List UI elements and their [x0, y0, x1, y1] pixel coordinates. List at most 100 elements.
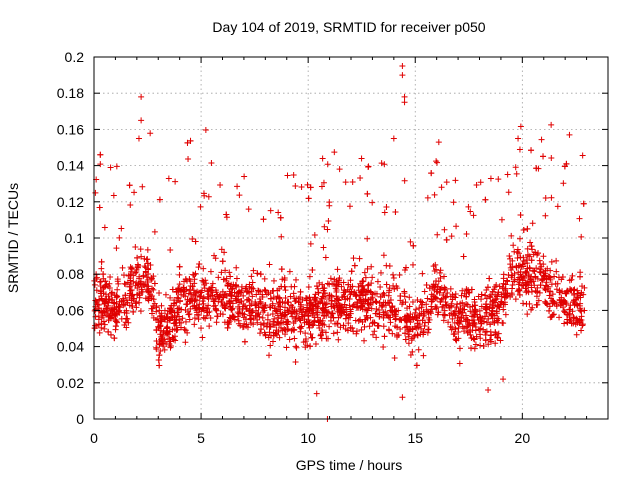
data-point: [324, 226, 331, 233]
data-point: [467, 208, 474, 215]
data-point: [564, 319, 571, 326]
data-point: [209, 280, 216, 287]
data-point: [284, 307, 291, 314]
data-point: [524, 245, 531, 252]
data-point: [557, 289, 564, 296]
data-point: [353, 304, 360, 311]
data-point: [187, 287, 194, 294]
data-point: [101, 321, 108, 328]
data-point: [306, 306, 313, 313]
data-point: [483, 309, 490, 316]
y-tick-label: 0.12: [57, 194, 84, 210]
data-point: [185, 155, 192, 162]
data-point: [303, 295, 310, 302]
data-point: [261, 275, 268, 282]
data-point: [383, 281, 390, 288]
data-point: [312, 294, 319, 301]
data-point: [383, 203, 390, 210]
data-point: [346, 203, 353, 210]
data-point: [322, 304, 329, 311]
data-point: [452, 325, 459, 332]
data-point: [143, 274, 150, 281]
data-point: [218, 298, 225, 305]
data-point: [122, 319, 129, 326]
data-point: [127, 264, 134, 271]
data-point: [367, 314, 374, 321]
data-point: [579, 321, 586, 328]
data-point: [394, 285, 401, 292]
data-point: [420, 352, 427, 359]
data-point: [505, 189, 512, 196]
data-point: [478, 291, 485, 298]
data-point: [201, 285, 208, 292]
data-point: [373, 310, 380, 317]
data-point: [433, 158, 440, 165]
data-point: [441, 286, 448, 293]
data-point: [546, 292, 553, 299]
data-point: [392, 308, 399, 315]
data-point: [296, 324, 303, 331]
data-point: [314, 309, 321, 316]
y-axis-label: SRMTID / TECUs: [5, 183, 21, 293]
data-point: [397, 292, 404, 299]
data-point: [350, 328, 357, 335]
data-point: [204, 293, 211, 300]
data-point: [194, 288, 201, 295]
data-point: [344, 327, 351, 334]
data-point: [578, 289, 585, 296]
data-point: [478, 303, 485, 310]
data-point: [513, 263, 520, 270]
y-tick-label: 0.2: [65, 49, 85, 65]
data-point: [453, 337, 460, 344]
data-point: [476, 307, 483, 314]
data-point: [472, 341, 479, 348]
data-point: [493, 308, 500, 315]
data-point: [229, 285, 236, 292]
data-point: [450, 199, 457, 206]
data-point: [260, 320, 267, 327]
data-point: [286, 336, 293, 343]
data-point: [186, 276, 193, 283]
data-point: [336, 302, 343, 309]
data-point: [523, 268, 530, 275]
data-point: [574, 287, 581, 294]
data-point: [167, 305, 174, 312]
data-point: [347, 314, 354, 321]
data-point: [563, 300, 570, 307]
data-point: [259, 314, 266, 321]
data-point: [197, 289, 204, 296]
data-point: [260, 305, 267, 312]
data-point: [540, 153, 547, 160]
data-point: [226, 269, 233, 276]
data-point: [425, 314, 432, 321]
data-point: [342, 315, 349, 322]
data-point: [200, 265, 207, 272]
data-point: [341, 301, 348, 308]
data-point: [571, 292, 578, 299]
data-point: [380, 323, 387, 330]
data-point: [293, 344, 300, 351]
data-point: [515, 269, 522, 276]
data-point: [421, 323, 428, 330]
data-point: [130, 308, 137, 315]
data-point: [358, 326, 365, 333]
data-point: [437, 267, 444, 274]
data-point: [548, 313, 555, 320]
data-point: [275, 209, 282, 216]
data-point: [136, 292, 143, 299]
data-point: [153, 344, 160, 351]
data-point: [224, 281, 231, 288]
data-point: [244, 324, 251, 331]
data-point: [468, 345, 475, 352]
data-point: [521, 275, 528, 282]
data-point: [313, 283, 320, 290]
data-point: [157, 347, 164, 354]
data-point: [213, 319, 220, 326]
data-point: [419, 270, 426, 277]
data-point: [231, 289, 238, 296]
data-point: [234, 290, 241, 297]
data-point: [289, 304, 296, 311]
data-point: [267, 290, 274, 297]
data-point: [477, 179, 484, 186]
data-point: [378, 160, 385, 167]
